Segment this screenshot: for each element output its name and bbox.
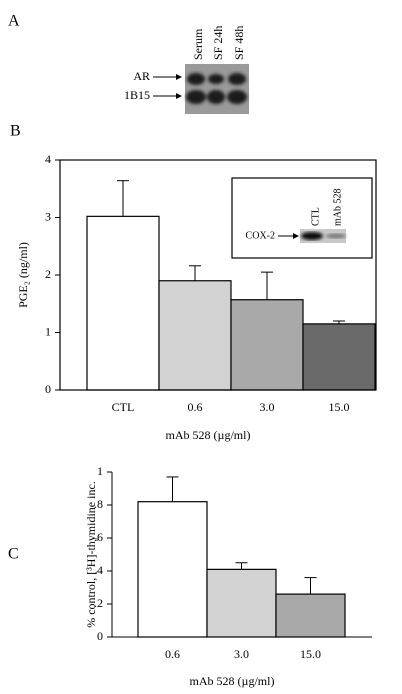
- inset-band-label: COX-2: [246, 230, 275, 241]
- y-tick-label: 0: [97, 629, 103, 643]
- y-tick-label: .2: [94, 596, 103, 610]
- y-tick-label: .4: [94, 563, 103, 577]
- x-tick-label: CTL: [112, 400, 135, 414]
- bar: [158, 280, 232, 391]
- blot-a: Serum SF 24h SF 48h AR 1B15: [124, 26, 249, 114]
- y-tick-label: 0: [45, 382, 51, 396]
- panel-label: B: [10, 123, 21, 140]
- bar: [302, 323, 376, 391]
- panel-label: A: [8, 13, 20, 30]
- band-label: 1B15: [124, 88, 150, 102]
- inset-lane-label: mAb 528: [332, 189, 343, 227]
- y-tick-label: 4: [45, 152, 51, 166]
- lane-label: SF 48h: [232, 26, 246, 60]
- bar: [275, 593, 346, 638]
- band-label: AR: [133, 69, 150, 83]
- x-tick-label: 0.6: [188, 400, 203, 414]
- x-tick-label: 3.0: [260, 400, 275, 414]
- y-tick-label: 1: [45, 324, 51, 338]
- y-tick-label: .8: [94, 497, 103, 511]
- y-tick-label: 1: [97, 464, 103, 478]
- bar: [86, 215, 160, 391]
- y-axis-label: % control, [³H]-thymidine inc.: [84, 481, 98, 628]
- x-tick-label: 15.0: [329, 400, 350, 414]
- bar: [230, 299, 304, 391]
- inset-frame: [231, 177, 373, 259]
- x-tick-label: 3.0: [234, 647, 249, 661]
- x-tick-label: 0.6: [165, 647, 180, 661]
- y-tick-label: 3: [45, 209, 51, 223]
- panel-label: C: [8, 546, 19, 563]
- lane-label: SF 24h: [211, 26, 225, 60]
- y-axis-label: PGE₂ (ng/ml): [16, 242, 30, 308]
- x-axis-label: mAb 528 (µg/ml): [166, 428, 251, 442]
- y-tick-label: 2: [45, 267, 51, 281]
- x-tick-label: 15.0: [300, 647, 321, 661]
- bar: [206, 568, 277, 638]
- inset-lane-label: CTL: [310, 207, 321, 226]
- lane-label: Serum: [191, 28, 205, 60]
- inset-band: [326, 233, 346, 239]
- inset-band: [301, 232, 323, 240]
- x-axis-label: mAb 528 (µg/ml): [190, 674, 275, 688]
- bar: [137, 501, 208, 638]
- y-tick-label: .6: [94, 530, 103, 544]
